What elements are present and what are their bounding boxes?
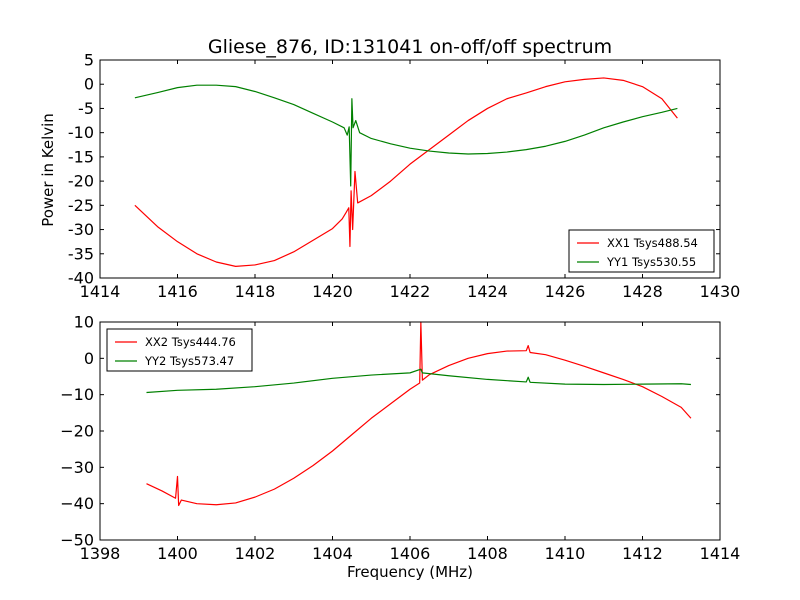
x-axis-label: Frequency (MHz) (347, 563, 473, 581)
legend: XX1 Tsys488.54 YY1 Tsys530.55 (568, 229, 715, 273)
x-tick-label: 1408 (467, 544, 508, 563)
y-tick-label: 10 (74, 313, 94, 332)
x-tick-label: 1406 (390, 544, 431, 563)
series-line-2-1 (146, 321, 692, 507)
x-tick-label: 1420 (312, 282, 353, 301)
y-tick-label: −40 (60, 494, 94, 513)
legend-label: YY2 Tsys573.47 (144, 354, 234, 368)
legend-label: XX1 Tsys488.54 (607, 236, 698, 250)
x-tick-label: 1416 (157, 282, 198, 301)
y-tick-label: 5 (84, 51, 94, 70)
x-tick-label: 1414 (80, 282, 121, 301)
x-tick-label: 1402 (235, 544, 276, 563)
y-tick-label: -25 (68, 196, 94, 215)
y-tick-label: -15 (68, 147, 94, 166)
x-tick-label: 1410 (545, 544, 586, 563)
y-tick-label: -35 (68, 244, 94, 263)
legend: XX2 Tsys444.76 YY2 Tsys573.47 (106, 328, 253, 372)
x-tick-label: 1422 (390, 282, 431, 301)
x-tick-label: 1398 (80, 544, 121, 563)
x-tick-label: 1404 (312, 544, 353, 563)
x-tick-label: 1424 (467, 282, 508, 301)
y-tick-label: -30 (68, 220, 94, 239)
y-tick-label: −20 (60, 422, 94, 441)
legend-label: XX2 Tsys444.76 (145, 335, 236, 349)
y-tick-label: -40 (68, 269, 94, 288)
legend-label: YY1 Tsys530.55 (606, 255, 696, 269)
bottom-plot: 1398 1400 1402 1404 1406 1408 1410 1412 1414 10 0 −… (60, 313, 740, 564)
x-tick-label: 1418 (235, 282, 276, 301)
chart-title: Gliese_876, ID:131041 on-off/off spectru… (208, 36, 612, 58)
series-line-1-1 (134, 77, 678, 267)
x-tick-label: 1426 (545, 282, 586, 301)
y-tick-label: −10 (60, 385, 94, 404)
series-line-2-2 (146, 368, 691, 394)
x-tick-label: 1400 (157, 544, 198, 563)
top-plot: 1414 1416 1418 1420 1422 1424 1426 1428 1430 5 0 -5… (68, 51, 741, 302)
y-tick-label: -20 (68, 172, 94, 191)
y-tick-label: -10 (68, 123, 94, 142)
y-axis-label: Power in Kelvin (39, 113, 57, 227)
y-tick-label: -5 (78, 99, 94, 118)
x-tick-label: 1412 (622, 544, 663, 563)
y-tick-label: 0 (84, 75, 94, 94)
series-line-1-2 (134, 84, 678, 187)
y-tick-label: 0 (84, 349, 94, 368)
x-tick-label: 1428 (622, 282, 663, 301)
x-tick-label: 1414 (700, 544, 741, 563)
legend-box (106, 328, 253, 372)
legend-box (568, 229, 715, 273)
y-tick-label: −30 (60, 458, 94, 477)
y-tick-label: −50 (60, 531, 94, 550)
x-tick-label: 1430 (700, 282, 741, 301)
